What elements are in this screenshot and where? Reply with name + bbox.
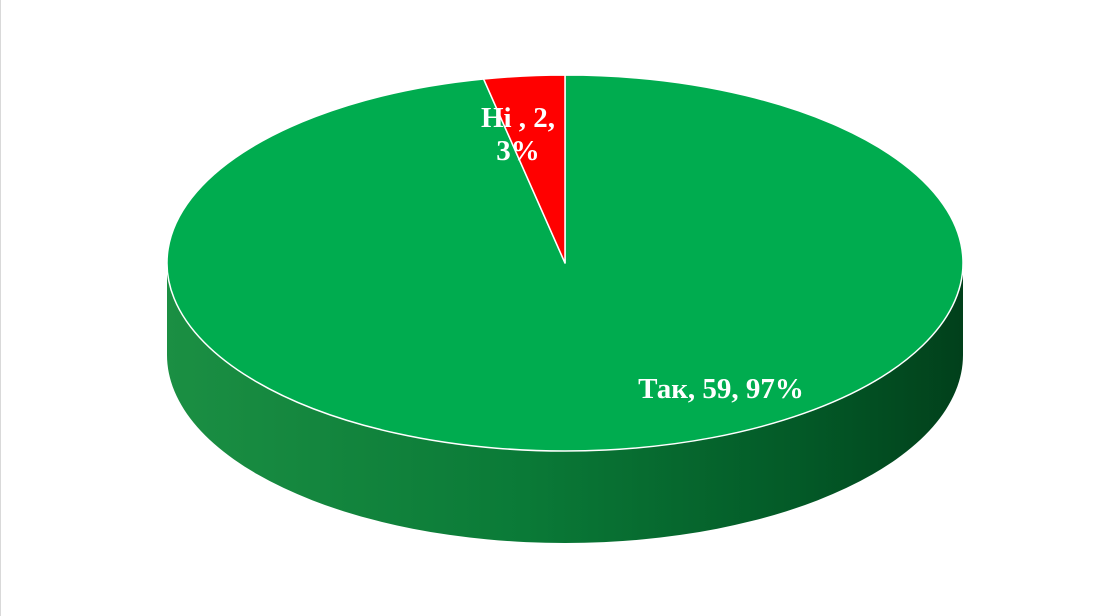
- data-label-ni: Ні , 2, 3%: [481, 102, 555, 167]
- data-label-tak-line-1: Так, 59, 97%: [638, 373, 804, 405]
- slice-ni[interactable]: [482, 74, 566, 264]
- slice-tak[interactable]: [166, 74, 964, 452]
- data-label-ni-line-2: 3%: [496, 135, 540, 167]
- pie-top-layer: [166, 74, 964, 452]
- pie-side-layer: [167, 263, 963, 543]
- data-label-tak: Так, 59, 97%: [638, 373, 804, 405]
- pie-side-green: [167, 263, 963, 543]
- data-label-ni-line-1: Ні , 2,: [481, 102, 555, 134]
- pie-label-layer: Так, 59, 97% Ні , 2, 3%: [481, 102, 804, 405]
